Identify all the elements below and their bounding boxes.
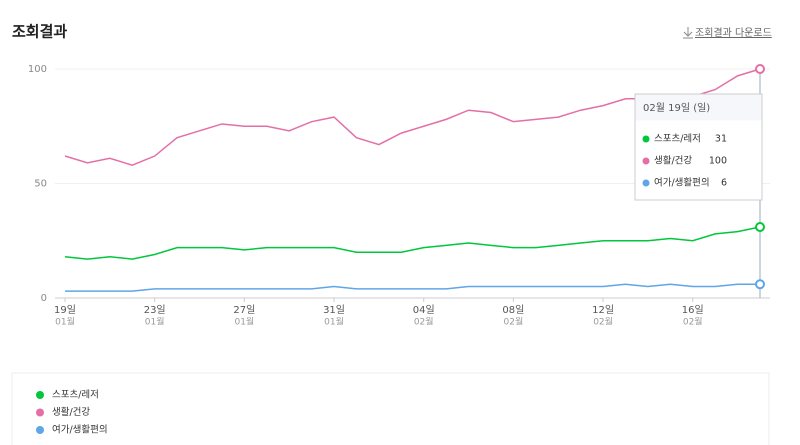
x-tick-month: 02월	[504, 316, 524, 328]
end-marker	[755, 64, 765, 74]
x-tick-month: 02월	[683, 316, 703, 328]
download-icon	[683, 27, 693, 39]
legend-swatch	[36, 391, 44, 399]
legend-box	[11, 372, 770, 445]
x-tick-month: 02월	[414, 316, 434, 328]
series-line	[65, 283, 760, 292]
x-tick-day: 16일	[682, 304, 704, 316]
x-tick-day: 31일	[323, 304, 345, 316]
x-tick-month: 01월	[55, 316, 75, 328]
x-tick-month: 01월	[145, 316, 165, 328]
tooltip: 02월 19일 (일) 스포츠/레저 31 생활/건강 100 여가/생활편의 6	[634, 93, 763, 201]
tooltip-value: 31	[715, 134, 727, 145]
x-tick-day: 27일	[233, 304, 255, 316]
legend-swatch	[36, 408, 44, 417]
download-link[interactable]: 조회결과 다운로드	[683, 27, 772, 39]
y-tick-label: 100	[28, 64, 47, 75]
series-line	[64, 226, 761, 260]
tooltip-name: 여가/생활편의	[654, 177, 710, 189]
x-tick-day: 23일	[144, 304, 166, 316]
tooltip-swatch	[642, 157, 650, 165]
section-title: 조회결과	[12, 23, 67, 41]
tooltip-name: 스포츠/레저	[654, 134, 701, 145]
x-tick-day: 19일	[54, 304, 76, 316]
tooltip-title: 02월 19일 (일)	[643, 102, 710, 114]
legend-label: 여가/생활편의	[52, 424, 108, 436]
x-tick-day: 08일	[502, 304, 524, 316]
legend-swatch	[36, 426, 44, 434]
x-tick-day: 12일	[592, 304, 614, 316]
y-tick-label: 0	[41, 293, 47, 304]
tooltip-header	[635, 94, 762, 121]
tooltip-name: 생활/건강	[654, 155, 692, 167]
tooltip-value: 6	[721, 178, 727, 189]
download-text[interactable]: 조회결과 다운로드	[695, 27, 772, 39]
x-tick-month: 01월	[234, 316, 254, 328]
x-tick-day: 04일	[413, 304, 435, 316]
tooltip-value: 100	[709, 156, 727, 167]
end-marker	[755, 222, 765, 233]
y-tick-label: 50	[34, 179, 47, 190]
tooltip-swatch	[642, 135, 650, 143]
end-marker	[755, 279, 765, 290]
x-tick-month: 01월	[324, 316, 344, 328]
legend-label: 생활/건강	[52, 406, 90, 418]
tooltip-swatch	[642, 179, 650, 187]
legend-label: 스포츠/레저	[52, 390, 99, 401]
x-tick-month: 02월	[593, 316, 613, 328]
